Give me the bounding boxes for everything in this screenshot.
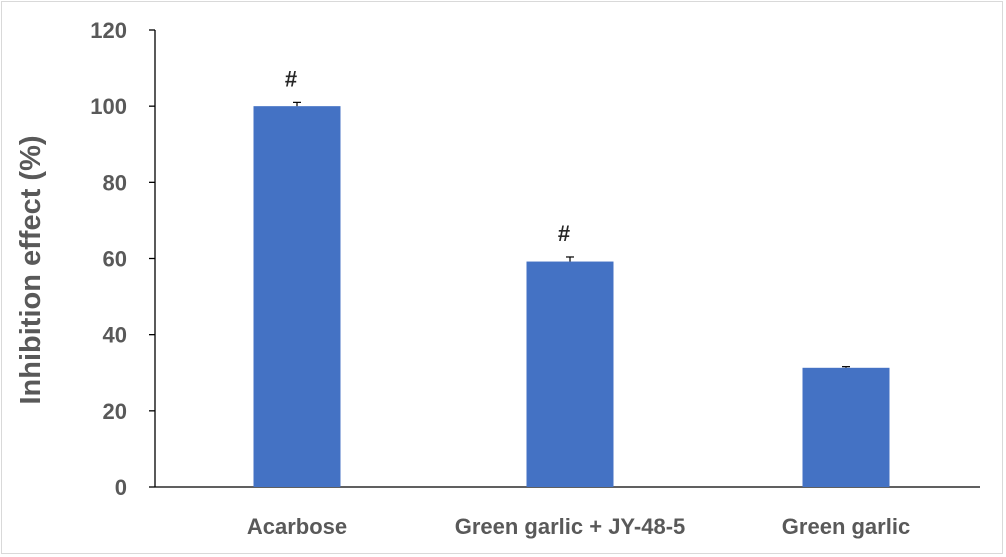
y-axis-title: Inhibition effect (%) (15, 135, 47, 404)
bar (526, 261, 614, 487)
x-category-label: Green garlic + JY-48-5 (455, 514, 686, 539)
y-tick-label: 20 (103, 399, 127, 424)
x-category-label: Acarbose (247, 514, 347, 539)
y-tick-label: 120 (90, 18, 127, 43)
y-tick-label: 40 (103, 323, 127, 348)
significance-marker: # (285, 66, 297, 91)
y-tick-label: 60 (103, 247, 127, 272)
bar (253, 106, 341, 488)
y-tick-label: 0 (115, 475, 127, 500)
significance-marker: # (558, 221, 570, 246)
x-category-label: Green garlic (782, 514, 910, 539)
bar (802, 367, 890, 487)
y-tick-label: 100 (90, 94, 127, 119)
labels: 0 20 40 60 80 100 120 # Acarbose # Green garlic + … (90, 18, 910, 539)
y-tick-label: 80 (103, 170, 127, 195)
bars (253, 101, 890, 488)
